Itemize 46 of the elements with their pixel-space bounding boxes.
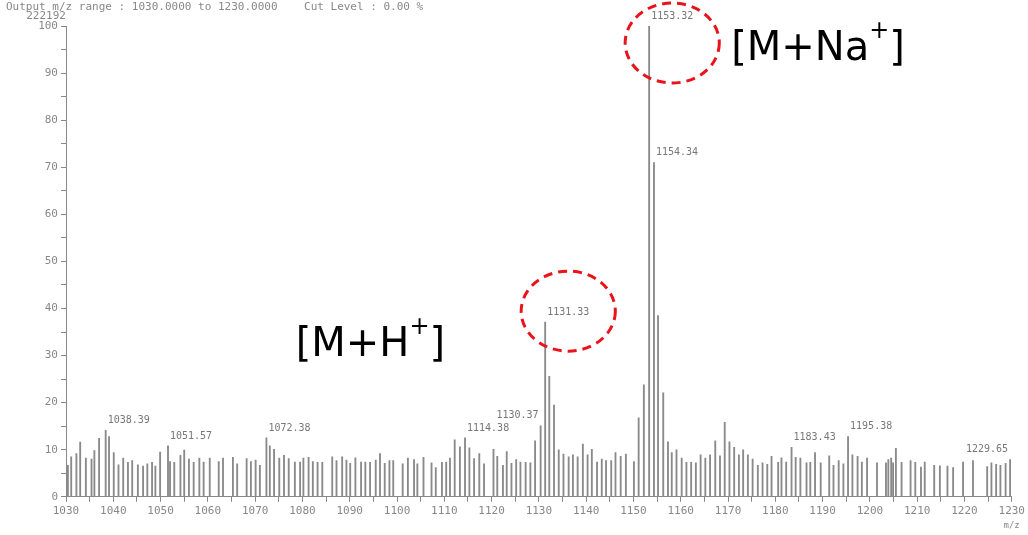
y-tick-label: 90 [44, 65, 58, 79]
y-tick-label: 50 [44, 254, 58, 268]
annotation: 1051.57 [170, 429, 213, 441]
y-tick-label: 20 [44, 395, 58, 409]
x-tick-label: 1200 [856, 504, 884, 518]
y-tick-label: 100 [38, 18, 58, 32]
annotation: [M+H+] [295, 312, 446, 366]
annotation: 1229.65 [965, 443, 1009, 455]
x-tick-label: 1190 [809, 504, 836, 518]
x-tick-label: 1100 [383, 504, 411, 518]
x-tick-label: 1060 [194, 504, 222, 518]
x-tick-label: 1230 [998, 504, 1025, 518]
y-tick-label: 0 [51, 489, 58, 503]
annotation: 1154.34 [655, 146, 699, 158]
y-tick-label: 10 [44, 442, 58, 456]
y-tick-label: 30 [44, 348, 58, 362]
annotation: 1072.38 [268, 421, 311, 433]
y-tick-label: 40 [44, 301, 58, 315]
y-tick-label: 80 [44, 113, 58, 127]
x-tick-label: 1040 [100, 504, 127, 518]
x-tick-label: 1110 [431, 504, 458, 518]
annotation: 1153.32 [651, 9, 694, 21]
x-tick-label: 1180 [762, 504, 789, 518]
x-tick-label: 1090 [336, 504, 363, 518]
x-tick-label: 1080 [289, 504, 316, 518]
y-tick-label: 60 [44, 207, 58, 221]
annotation: 1195.38 [850, 420, 893, 432]
x-tick-label: 1220 [951, 504, 978, 518]
x-tick-label: 1070 [241, 504, 269, 518]
x-tick-label: 1130 [525, 504, 553, 518]
y-tick-label: 70 [44, 160, 58, 174]
x-tick-label: 1210 [903, 504, 931, 518]
annotation: 1038.39 [107, 414, 150, 426]
annotation: 1131.33 [547, 305, 590, 317]
x-axis-title: m/z [1003, 519, 1020, 530]
x-tick-label: 1160 [667, 504, 694, 518]
annotation: 1183.43 [793, 430, 836, 442]
annotation: 1114.38 [467, 421, 510, 433]
x-tick-label: 1150 [620, 504, 647, 518]
annotation: [M+Na+] [731, 16, 905, 69]
x-tick-label: 1030 [52, 504, 80, 518]
x-tick-label: 1120 [478, 504, 505, 518]
x-tick-label: 1140 [572, 504, 600, 518]
x-tick-label: 1170 [714, 504, 742, 518]
x-tick-label: 1050 [147, 504, 174, 518]
annotation: 1130.37 [496, 409, 539, 421]
